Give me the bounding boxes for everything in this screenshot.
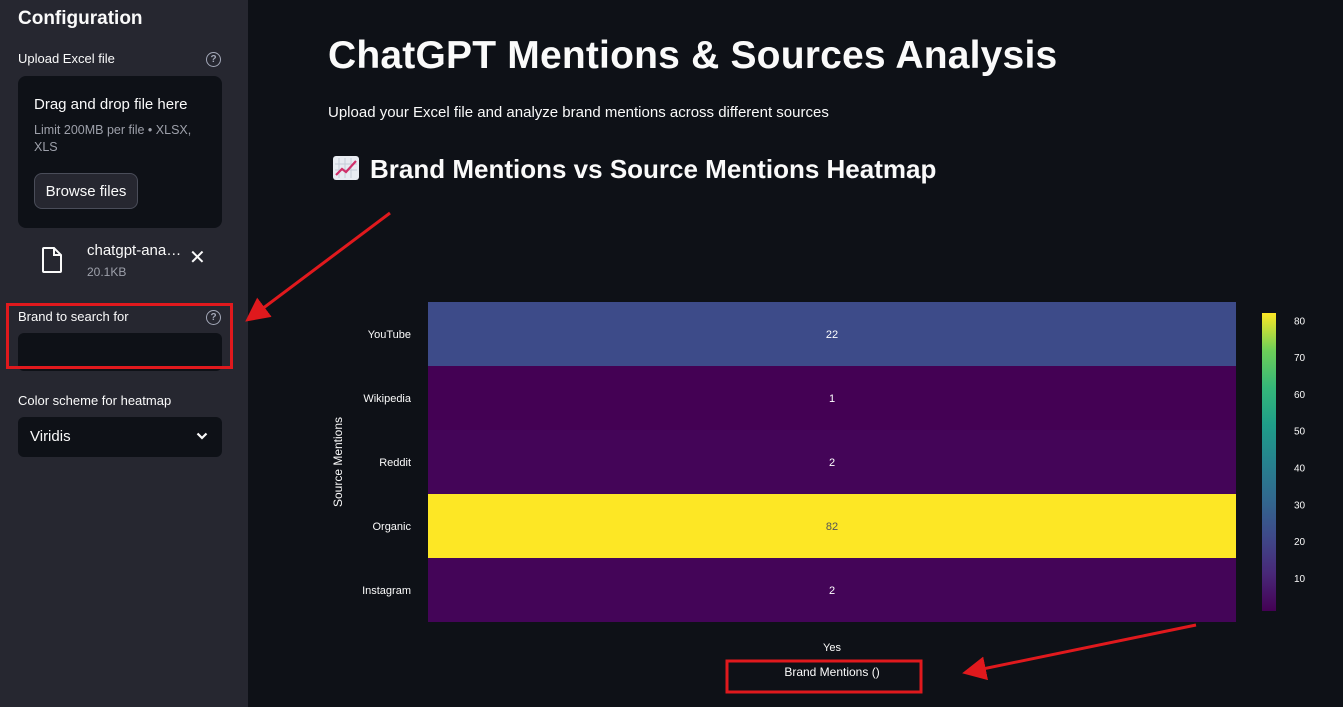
annotation-box-brand — [6, 303, 233, 369]
color-scheme-select[interactable]: Viridis — [18, 417, 222, 457]
colorbar-tick-label: 20 — [1294, 537, 1306, 548]
sidebar: Configuration Upload Excel file ? Drag a… — [0, 0, 248, 707]
color-scheme-label: Color scheme for heatmap — [18, 393, 172, 408]
heatmap-cell[interactable] — [428, 366, 1236, 430]
file-dropzone[interactable]: Drag and drop file here Limit 200MB per … — [18, 76, 222, 228]
colorbar-tick-label: 10 — [1294, 574, 1306, 585]
x-axis-title: Brand Mentions () — [784, 665, 879, 679]
heatmap-cell[interactable] — [428, 302, 1236, 366]
cell-value-label: 22 — [826, 329, 838, 341]
file-name: chatgpt-ana… — [87, 242, 182, 259]
colorbar-tick-label: 40 — [1294, 464, 1306, 475]
heatmap-cell[interactable] — [428, 430, 1236, 494]
section-title-text: Brand Mentions vs Source Mentions Heatma… — [370, 154, 937, 184]
colorbar-tick-label: 30 — [1294, 500, 1306, 511]
sidebar-title: Configuration — [18, 8, 143, 29]
annotation-box-xaxis — [725, 659, 923, 694]
browse-files-button[interactable]: Browse files — [34, 173, 138, 209]
heatmap-cell[interactable] — [428, 558, 1236, 622]
colorbar-tick-label: 80 — [1294, 316, 1306, 327]
colorbar — [1262, 313, 1276, 611]
page-description: Upload your Excel file and analyze brand… — [328, 104, 829, 121]
section-title: Brand Mentions vs Source Mentions Heatma… — [332, 154, 936, 185]
colorbar-tick-label: 70 — [1294, 353, 1306, 364]
y-tick-label: YouTube — [368, 329, 411, 341]
chevron-down-icon — [196, 432, 208, 440]
brand-label: Brand to search for — [18, 309, 129, 324]
dropzone-limit: Limit 200MB per file • XLSX, XLS — [34, 123, 192, 154]
cell-value-label: 82 — [826, 521, 838, 533]
cell-value-label: 2 — [829, 585, 835, 597]
upload-help-icon[interactable]: ? — [206, 52, 221, 67]
annotation-arrow-brand — [245, 211, 391, 322]
brand-input[interactable] — [18, 333, 222, 371]
y-tick-label: Reddit — [379, 457, 411, 469]
cell-value-label: 1 — [829, 393, 835, 405]
file-size: 20.1KB — [87, 265, 127, 279]
y-tick-label: Wikipedia — [363, 393, 412, 405]
upload-label: Upload Excel file — [18, 51, 115, 66]
uploaded-file: chatgpt-ana… 20.1KB ✕ — [40, 240, 220, 284]
x-tick-label: Yes — [823, 642, 841, 654]
page-title: ChatGPT Mentions & Sources Analysis — [328, 34, 1058, 77]
y-tick-label: Instagram — [362, 585, 411, 597]
cell-value-label: 2 — [829, 457, 835, 469]
file-icon — [42, 247, 62, 273]
chart-increasing-icon — [333, 156, 359, 180]
dropzone-title: Drag and drop file here — [34, 96, 188, 113]
annotation-arrow-xaxis — [962, 623, 1197, 681]
color-scheme-value: Viridis — [30, 428, 71, 445]
colorbar-tick-label: 50 — [1294, 427, 1306, 438]
y-axis-title: Source Mentions — [331, 417, 345, 507]
remove-file-icon[interactable]: ✕ — [189, 247, 206, 269]
brand-help-icon[interactable]: ? — [206, 310, 221, 325]
heatmap-cell[interactable] — [428, 494, 1236, 558]
y-tick-label: Organic — [372, 521, 411, 533]
colorbar-tick-label: 60 — [1294, 390, 1306, 401]
